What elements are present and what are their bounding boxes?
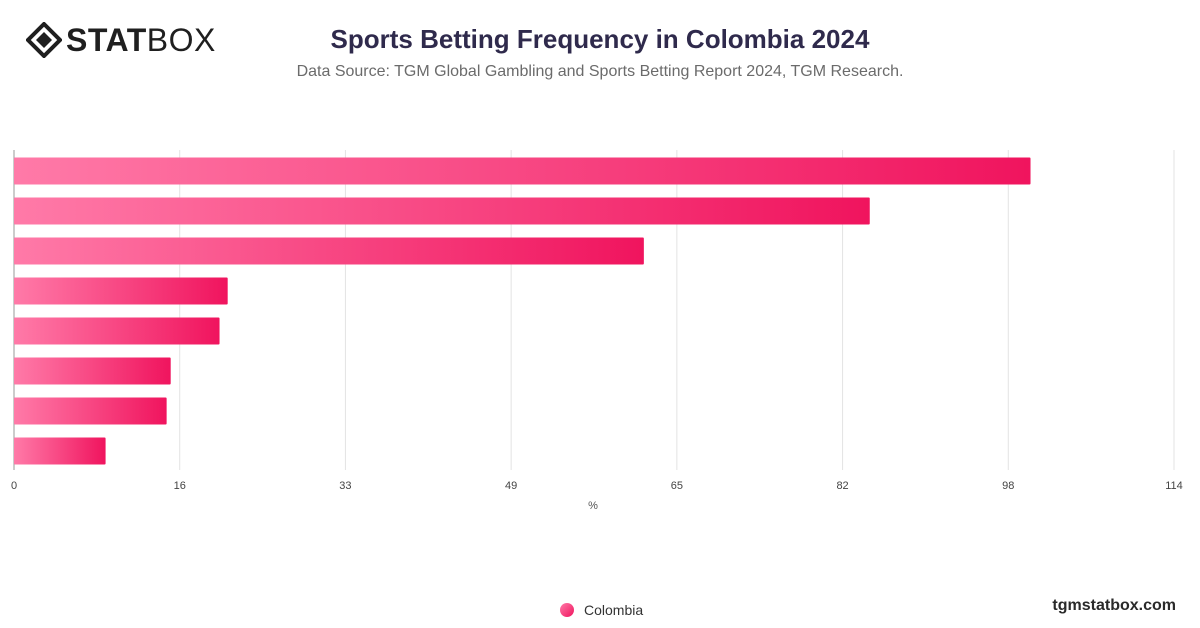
chart-title: Sports Betting Frequency in Colombia 202… bbox=[330, 24, 870, 54]
statbox-logo: STAT BOX bbox=[26, 22, 216, 58]
chart-legend[interactable]: Colombia bbox=[560, 602, 643, 618]
statbox-diamond-icon bbox=[26, 22, 62, 58]
x-tick-label: 49 bbox=[505, 480, 517, 492]
x-tick-label: 33 bbox=[339, 480, 351, 492]
bar[interactable] bbox=[14, 357, 171, 385]
x-tick-label: 16 bbox=[174, 480, 186, 492]
legend-swatch bbox=[560, 603, 574, 617]
website-credit: tgmstatbox.com bbox=[1052, 597, 1176, 614]
logo-wordmark: STAT BOX bbox=[66, 22, 216, 58]
bar[interactable] bbox=[14, 317, 220, 345]
bar[interactable] bbox=[14, 197, 870, 225]
bar[interactable] bbox=[14, 237, 644, 265]
bar[interactable] bbox=[14, 157, 1031, 185]
x-tick-label: 114 bbox=[1165, 480, 1183, 492]
bar[interactable] bbox=[14, 437, 106, 465]
chart-subtitle: Data Source: TGM Global Gambling and Spo… bbox=[296, 63, 904, 80]
x-tick-label: 65 bbox=[671, 480, 683, 492]
x-axis-label: % bbox=[588, 500, 598, 512]
x-tick-label: 0 bbox=[11, 480, 17, 492]
logo-text-light: BOX bbox=[146, 22, 216, 58]
bar[interactable] bbox=[14, 397, 167, 425]
x-tick-label: 98 bbox=[1002, 480, 1014, 492]
x-tick-label: 82 bbox=[836, 480, 848, 492]
logo-text-strong: STAT bbox=[66, 22, 147, 58]
legend-label: Colombia bbox=[584, 602, 644, 618]
bar[interactable] bbox=[14, 277, 228, 305]
